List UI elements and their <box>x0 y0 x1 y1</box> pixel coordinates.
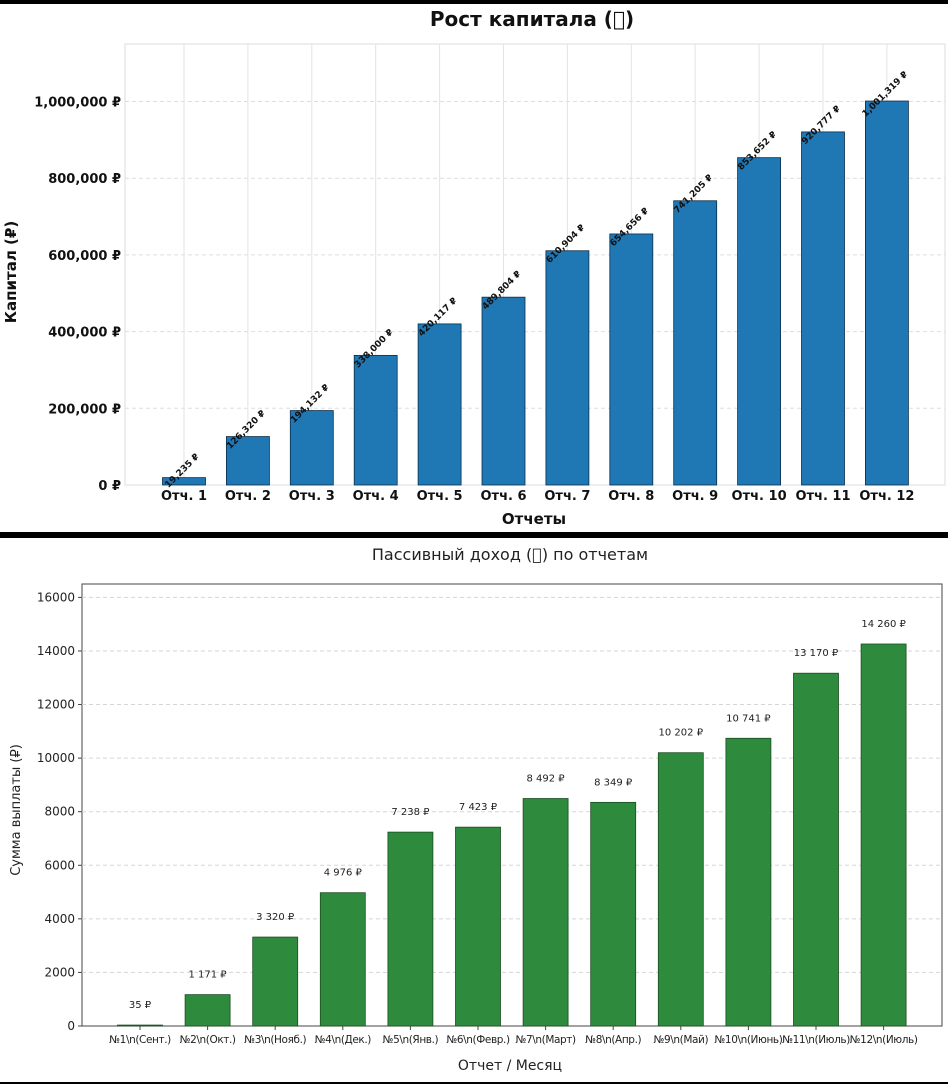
bar <box>387 831 434 1027</box>
data-label: 1 171 ₽ <box>189 970 228 981</box>
x-tick-label: №3\n(Нояб.) <box>244 1034 306 1046</box>
capital-growth-chart-panel: Рост капитала (􏰀) 0 ₽ 200,000 ₽ 400,000 ₽ 6… <box>0 4 948 532</box>
x-tick-label: №5\n(Янв.) <box>383 1034 439 1046</box>
bar <box>184 994 231 1027</box>
x-axis-label: Отчеты <box>502 510 566 528</box>
bar <box>725 737 772 1027</box>
passive-income-chart: Пассивный доход (􏰀) по отчетам 0 2000 4000… <box>9 545 943 1074</box>
capital-growth-chart: Рост капитала (􏰀) 0 ₽ 200,000 ₽ 400,000 ₽ 6… <box>2 7 946 528</box>
x-tick-label: №9\n(Май) <box>653 1034 708 1046</box>
bar <box>673 200 718 486</box>
y-axis-label: Капитал (₽) <box>2 221 20 323</box>
bar <box>657 752 704 1027</box>
data-label: 10 202 ₽ <box>659 728 704 739</box>
y-tick-label: 14000 <box>37 644 75 658</box>
bar <box>481 296 526 486</box>
data-label: 4 976 ₽ <box>324 868 363 879</box>
x-tick-label: №1\n(Сент.) <box>109 1034 171 1046</box>
bar <box>801 131 845 486</box>
y-tick-label: 12000 <box>37 698 75 712</box>
bar <box>162 477 206 486</box>
data-label: 7 238 ₽ <box>391 807 430 818</box>
x-tick-label: Отч. 5 <box>417 489 463 504</box>
x-tick-label: Отч. 1 <box>161 489 207 504</box>
bar <box>865 100 909 486</box>
x-tick-label: №2\n(Окт.) <box>180 1034 236 1046</box>
x-tick-label: №8\n(Апр.) <box>585 1034 641 1046</box>
bar <box>455 826 501 1027</box>
bar <box>289 410 334 486</box>
bar <box>590 801 637 1027</box>
x-tick-label: Отч. 3 <box>289 489 335 504</box>
x-tick-label: Отч. 4 <box>353 489 399 504</box>
x-tick-label: №6\n(Февр.) <box>446 1034 510 1046</box>
x-tick-label: Отч. 9 <box>672 489 718 504</box>
bar <box>417 323 462 486</box>
bar <box>793 672 839 1027</box>
x-tick-label: №4\n(Дек.) <box>315 1034 372 1046</box>
y-tick-label: 4000 <box>44 912 75 926</box>
data-label: 10 741 ₽ <box>726 713 771 724</box>
bar <box>737 157 781 486</box>
chart-title: Рост капитала (􏰀) <box>430 7 634 31</box>
x-tick-label: №11\n(Июль) <box>782 1034 850 1046</box>
x-tick-label: №10\n(Июнь) <box>714 1034 782 1046</box>
y-axis-label: Сумма выплаты (₽) <box>9 744 24 876</box>
bar <box>860 643 907 1027</box>
y-tick-label: 2000 <box>44 965 75 979</box>
chart-title: Пассивный доход (􏰀) по отчетам <box>372 545 648 564</box>
bar <box>252 936 299 1027</box>
passive-income-chart-panel: Пассивный доход (􏰀) по отчетам 0 2000 4000… <box>0 538 948 1082</box>
data-label: 7 423 ₽ <box>459 802 498 813</box>
x-axis-label: Отчет / Месяц <box>458 1058 562 1074</box>
data-label: 35 ₽ <box>129 1000 152 1011</box>
y-tick-label: 0 <box>67 1019 75 1033</box>
y-tick-label: 200,000 ₽ <box>48 402 121 417</box>
y-tick-label: 0 ₽ <box>98 479 121 494</box>
data-label: 3 320 ₽ <box>256 912 295 923</box>
y-tick-label: 400,000 ₽ <box>48 326 121 341</box>
x-tick-label: Отч. 10 <box>732 489 787 504</box>
bar <box>353 354 398 486</box>
bar <box>609 233 654 486</box>
bar <box>545 250 590 486</box>
x-tick-label: Отч. 12 <box>859 489 914 504</box>
y-tick-label: 10000 <box>37 751 75 765</box>
y-tick-label: 800,000 ₽ <box>48 172 121 187</box>
y-tick-label: 1,000,000 ₽ <box>34 96 121 111</box>
y-tick-label: 600,000 ₽ <box>48 249 121 264</box>
bar <box>522 798 569 1027</box>
x-tick-label: Отч. 8 <box>608 489 654 504</box>
y-tick-label: 16000 <box>37 590 75 604</box>
x-tick-label: Отч. 2 <box>225 489 271 504</box>
x-tick-label: Отч. 7 <box>544 489 590 504</box>
bar <box>225 436 270 486</box>
x-tick-label: Отч. 11 <box>795 489 850 504</box>
y-tick-label: 8000 <box>44 805 75 819</box>
data-label: 8 349 ₽ <box>594 777 633 788</box>
bar <box>319 892 366 1027</box>
data-label: 14 260 ₽ <box>861 619 906 630</box>
data-label: 13 170 ₽ <box>794 648 839 659</box>
x-tick-label: №12\n(Июль) <box>850 1034 918 1046</box>
bar <box>117 1024 163 1027</box>
x-tick-label: №7\n(Март) <box>515 1034 576 1046</box>
data-label: 8 492 ₽ <box>527 774 566 785</box>
y-tick-label: 6000 <box>44 858 75 872</box>
x-tick-label: Отч. 6 <box>480 489 526 504</box>
